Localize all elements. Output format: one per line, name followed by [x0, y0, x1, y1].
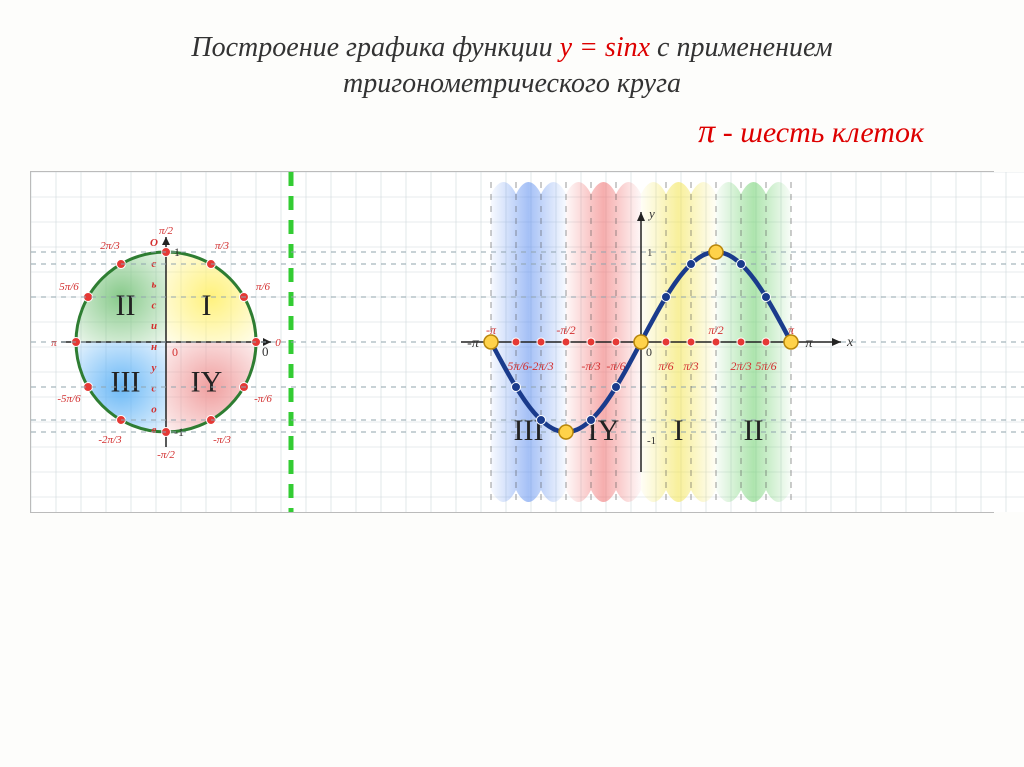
- svg-text:IY: IY: [191, 365, 223, 398]
- svg-text:5π/6: 5π/6: [755, 359, 776, 373]
- svg-text:II: II: [116, 289, 136, 322]
- pi-symbol: π: [698, 113, 715, 150]
- svg-text:π/2: π/2: [159, 225, 174, 237]
- svg-text:π: π: [51, 337, 57, 349]
- svg-text:0: 0: [262, 344, 269, 359]
- svg-text:2π/3: 2π/3: [730, 359, 751, 373]
- title-equation: y = sinx: [560, 32, 650, 63]
- svg-text:-π/6: -π/6: [254, 393, 272, 405]
- svg-text:-π: -π: [467, 336, 480, 351]
- subtitle-rest: - шесть клеток: [715, 116, 924, 149]
- svg-text:π: π: [805, 336, 813, 351]
- svg-text:π/3: π/3: [215, 240, 230, 252]
- svg-text:ь: ь: [151, 278, 156, 290]
- svg-text:-π/6: -π/6: [606, 359, 625, 373]
- svg-text:0: 0: [646, 345, 652, 359]
- svg-text:π/6: π/6: [658, 359, 673, 373]
- svg-text:III: III: [111, 365, 141, 398]
- svg-text:н: н: [151, 341, 157, 353]
- svg-text:-5π/6: -5π/6: [57, 393, 81, 405]
- page-title: Построение графика функции y = sinx с пр…: [60, 30, 964, 103]
- svg-text:π/2: π/2: [708, 323, 723, 337]
- svg-text:о: о: [151, 403, 157, 415]
- subtitle: π - шесть клеток: [100, 113, 924, 151]
- svg-text:и: и: [151, 320, 157, 332]
- svg-text:-2π/3: -2π/3: [98, 434, 122, 446]
- svg-text:с: с: [152, 382, 157, 394]
- trig-chart: π/2 π/3 π/6 0 5π/6 2π/3 π -5π/6 -2π/3 -π/2 -π/3 -π/…: [31, 172, 1024, 512]
- chart-container: π/2 π/3 π/6 0 5π/6 2π/3 π -5π/6 -2π/3 -π/2 -π/3 -π/…: [30, 171, 994, 513]
- svg-text:I: I: [202, 289, 212, 322]
- svg-text:5π/6: 5π/6: [59, 281, 79, 293]
- svg-text:0: 0: [172, 345, 178, 359]
- svg-text:в: в: [152, 424, 157, 436]
- svg-text:0: 0: [275, 337, 281, 349]
- svg-text:-π/2: -π/2: [157, 449, 175, 461]
- svg-text:I: I: [674, 414, 684, 447]
- svg-text:1: 1: [647, 247, 653, 259]
- svg-text:x: x: [846, 335, 854, 350]
- svg-text:2π/3: 2π/3: [100, 240, 120, 252]
- svg-text:-1: -1: [647, 435, 656, 447]
- svg-text:π/3: π/3: [683, 359, 698, 373]
- svg-text:-2π/3: -2π/3: [528, 359, 553, 373]
- svg-text:II: II: [744, 414, 764, 447]
- svg-text:у: у: [150, 362, 157, 374]
- svg-text:О: О: [150, 237, 158, 249]
- title-pre: Построение графика функции: [191, 32, 559, 63]
- svg-text:с: с: [152, 299, 157, 311]
- svg-text:-π/2: -π/2: [556, 323, 575, 337]
- svg-text:y: y: [647, 206, 655, 221]
- svg-text:-π/3: -π/3: [213, 434, 231, 446]
- svg-text:-π/3: -π/3: [581, 359, 600, 373]
- svg-text:π/6: π/6: [256, 281, 271, 293]
